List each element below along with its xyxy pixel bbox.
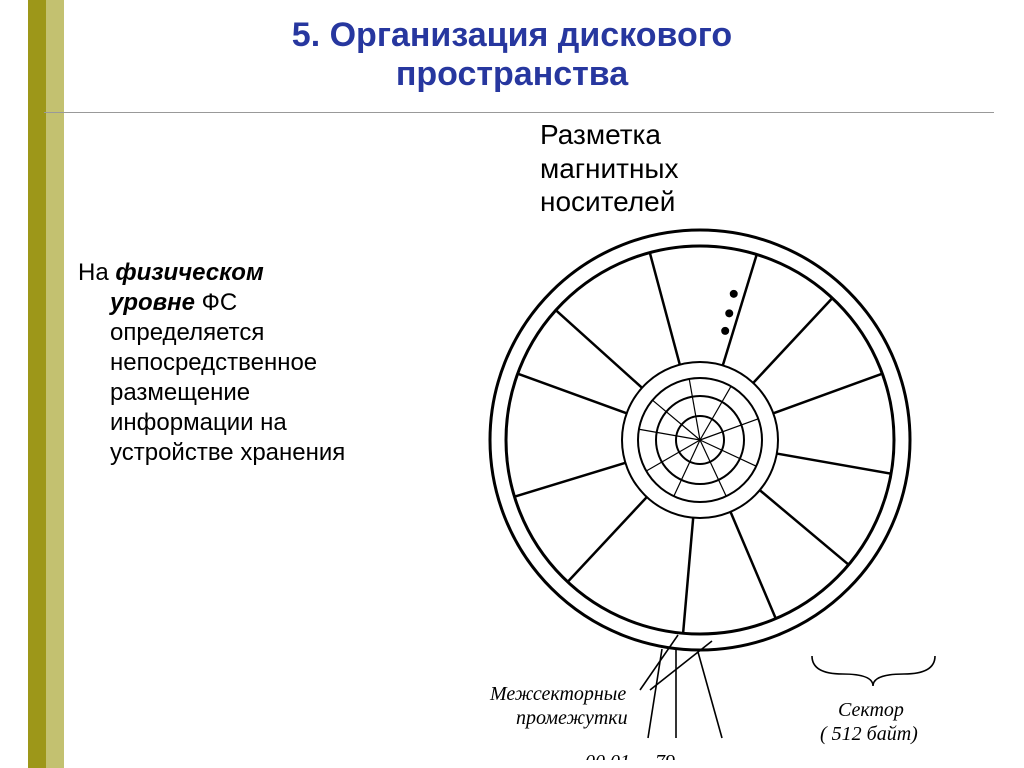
label-sector-1: Сектор [838, 699, 904, 721]
body-paragraph: На физическом уровне ФС определяется неп… [78, 258, 345, 468]
body-line-4: непосредственное [78, 348, 317, 378]
label-sector-2: ( 512 байт) [820, 723, 918, 745]
body-line-7: устройстве хранения [78, 438, 345, 468]
disk-diagram: Межсекторныепромежутки 00 01 ... 79 Сектор… [360, 200, 1000, 760]
body-line-6: информации на [78, 408, 287, 438]
subtitle-line-1: Разметка [540, 119, 661, 150]
body-rest2: ФС [195, 289, 237, 316]
label-gap-2: промежутки [516, 707, 628, 729]
label-gap-1: Межсекторные [489, 683, 626, 705]
label-tracks: 00 01 ... 79 [585, 751, 675, 760]
body-prefix: На [78, 259, 115, 286]
body-emph-2: уровне [110, 289, 195, 316]
title-underline [44, 112, 994, 113]
body-emph-1: физическом [115, 259, 263, 286]
title-line-2: пространства [396, 55, 628, 93]
accent-bar-right [46, 0, 64, 768]
title-line-1: 5. Организация дискового [292, 16, 732, 54]
body-line-3: определяется [78, 318, 264, 348]
accent-bar-left [28, 0, 46, 768]
body-line-5: размещение [78, 378, 250, 408]
subtitle-line-2: магнитных [540, 153, 679, 184]
page-title: 5. Организация дискового пространства [0, 16, 1024, 94]
